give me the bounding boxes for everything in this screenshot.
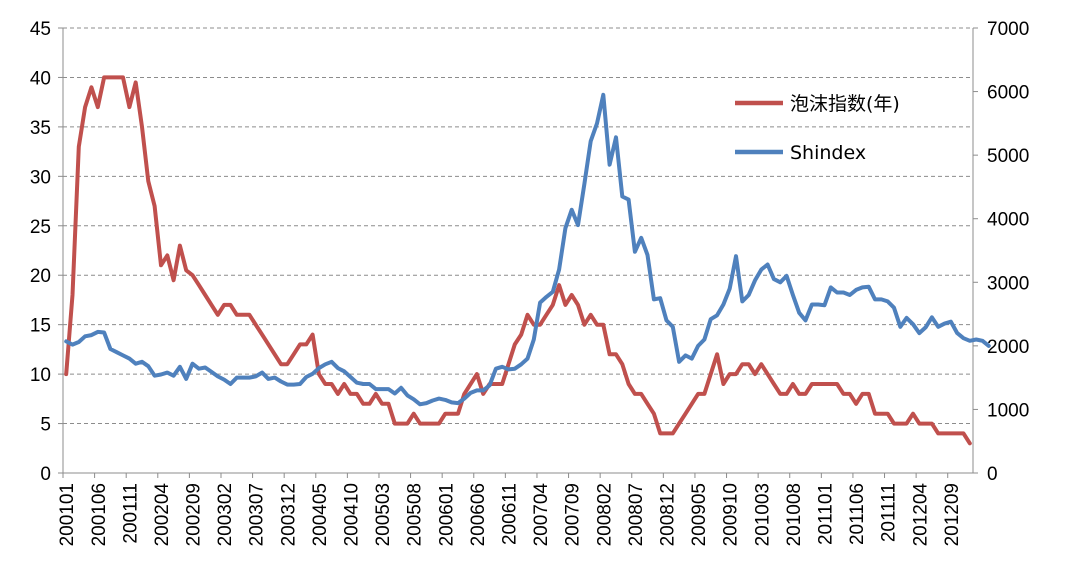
x-tick-label: 201111 — [879, 483, 900, 542]
left-y-axis-ticks: 0 5 10 15 20 25 30 35 40 45 — [30, 19, 63, 485]
left-tick-label: 25 — [30, 217, 51, 238]
right-tick-label: 4000 — [987, 210, 1029, 231]
right-tick-label: 2000 — [987, 337, 1029, 358]
x-tick-label: 200111 — [120, 483, 141, 544]
x-tick-label: 200302 — [215, 483, 236, 546]
x-axis-ticks: 200101 200106 200111 200204 200209 200302 2003… — [57, 473, 963, 546]
x-tick-label: 201209 — [942, 483, 963, 546]
x-tick-label: 200802 — [594, 483, 615, 546]
legend: 泡沫指数(年) Shindex — [735, 93, 900, 164]
x-tick-label: 200601 — [436, 483, 457, 546]
x-tick-label: 200508 — [405, 483, 426, 546]
x-tick-label: 200910 — [721, 483, 742, 546]
x-tick-label: 201003 — [752, 483, 773, 546]
series-line-shindex — [64, 92, 991, 407]
left-tick-label: 15 — [30, 316, 51, 337]
legend-label-bubble-index: 泡沫指数(年) — [790, 93, 900, 115]
x-tick-label: 200807 — [626, 483, 647, 546]
left-tick-label: 30 — [30, 167, 51, 188]
right-y-axis-ticks: 0 1000 2000 3000 4000 5000 6000 7000 — [973, 19, 1029, 485]
left-tick-label: 35 — [30, 118, 51, 139]
legend-label-shindex: Shindex — [790, 142, 866, 164]
series-lines — [64, 75, 991, 446]
x-tick-label: 200905 — [689, 483, 710, 546]
right-tick-label: 3000 — [987, 273, 1029, 294]
left-tick-label: 10 — [30, 365, 51, 386]
x-tick-label: 200307 — [247, 483, 268, 546]
right-tick-label: 6000 — [987, 83, 1029, 104]
x-tick-label: 200709 — [563, 483, 584, 546]
left-tick-label: 5 — [40, 415, 51, 436]
x-tick-label: 200606 — [468, 483, 489, 546]
x-tick-label: 200611 — [500, 483, 521, 545]
left-tick-label: 40 — [30, 68, 51, 89]
x-tick-label: 200312 — [278, 483, 299, 546]
x-tick-label: 200410 — [342, 483, 363, 546]
x-tick-label: 200812 — [658, 483, 679, 546]
x-tick-label: 200101 — [57, 483, 78, 546]
left-tick-label: 0 — [40, 464, 51, 485]
x-tick-label: 200106 — [89, 483, 110, 546]
right-tick-label: 7000 — [987, 19, 1029, 40]
x-tick-label: 200704 — [531, 483, 552, 547]
right-tick-label: 1000 — [987, 400, 1029, 421]
x-tick-label: 201008 — [784, 483, 805, 546]
left-tick-label: 45 — [30, 19, 51, 40]
x-tick-label: 201204 — [910, 483, 931, 547]
x-tick-label: 201101 — [815, 483, 836, 545]
x-tick-label: 200204 — [152, 483, 173, 547]
x-tick-label: 200405 — [310, 483, 331, 546]
x-tick-label: 200209 — [184, 483, 205, 546]
right-tick-label: 5000 — [987, 146, 1029, 167]
x-tick-label: 200503 — [373, 483, 394, 546]
gridlines — [63, 27, 973, 425]
left-tick-label: 20 — [30, 266, 51, 287]
right-tick-label: 0 — [987, 464, 998, 485]
x-tick-label: 201106 — [847, 483, 868, 545]
series-line-bubble-index — [64, 75, 972, 446]
